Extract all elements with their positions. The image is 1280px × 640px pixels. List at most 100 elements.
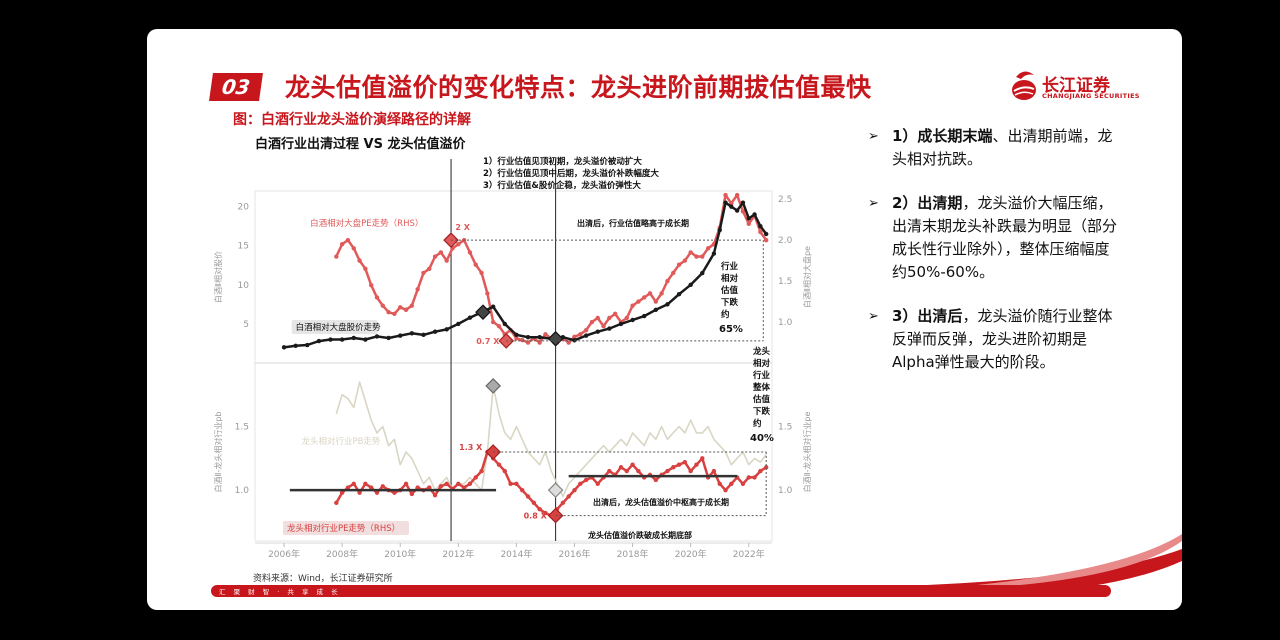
- top-price-series-point: [432, 329, 438, 334]
- x-tick-label: 2018年: [617, 548, 649, 560]
- top-pe-series-point: [374, 295, 380, 300]
- y-axis-label: 白酒Ⅱ相对股价: [213, 251, 223, 303]
- annotation-industry-drop: 相对: [721, 273, 739, 284]
- annotation-leader-drop-pct: 40%: [750, 433, 774, 444]
- top-pe-series-point: [485, 291, 490, 296]
- price-trough-marker: [547, 330, 564, 347]
- bottom-pe-series-point: [717, 481, 722, 486]
- top-price-series-point: [665, 302, 670, 307]
- pb-peak-marker: [485, 378, 502, 394]
- bottom-pe-series-point: [618, 465, 624, 470]
- top-pe-series-point: [496, 323, 502, 329]
- x-tick-label: 2006年: [268, 548, 300, 560]
- top-pe-series-point: [415, 287, 420, 292]
- peak-label-top: 2 X: [455, 223, 470, 232]
- top-price-series-point: [351, 335, 356, 341]
- x-tick-label: 2012年: [442, 548, 474, 560]
- top-price-series-point: [328, 337, 333, 342]
- logo-name-cn: 长江证券: [1042, 76, 1110, 96]
- bottom-pe-series-point: [473, 475, 478, 480]
- top-price-series-point: [537, 335, 542, 340]
- bottom-pe-series-point: [729, 481, 734, 486]
- x-tick-label: 2016年: [559, 548, 591, 560]
- bottom-pe-series-point: [752, 475, 757, 480]
- top-price-series-point: [653, 307, 659, 313]
- y-tick-label: 1.0: [235, 486, 250, 496]
- annotation-leader-drop: 相对: [753, 358, 771, 369]
- bottom-pe-series-point: [758, 468, 763, 474]
- top-price-series-point: [514, 332, 519, 338]
- x-tick-label: 2008年: [326, 548, 358, 560]
- top-pe-series-point: [456, 242, 461, 247]
- company-logo: 长江证券 CHANGJIANG SECURITIES: [1010, 69, 1139, 103]
- annotation-leader-drop: 估值: [752, 394, 771, 405]
- annotation-top-after: 出清后，行业估值略高于成长期: [577, 218, 689, 228]
- top-pe-series-point: [490, 319, 496, 325]
- top-pe-series-point: [386, 310, 391, 315]
- bottom-pe-series-point: [746, 475, 751, 480]
- top-pe-series-point: [653, 299, 659, 304]
- bullet-list: ➢ 1）成长期末端、出清期前端，龙头相对抗跌。 ➢ 2）出清期，龙头溢价大幅压缩…: [865, 125, 1120, 395]
- top-price-series-point: [409, 331, 415, 336]
- chart-title: 白酒行业出清过程 VS 龙头估值溢价: [255, 137, 466, 152]
- y-axis-label: 白酒Ⅱ相对大盘pe: [802, 246, 812, 308]
- bottom-pe-series-point: [357, 490, 362, 495]
- top-price-series-point: [740, 200, 746, 205]
- top-pe-series-point: [758, 229, 763, 235]
- bottom-pe-series-point: [374, 490, 380, 495]
- annotation-leader-drop: 下跌: [753, 406, 771, 417]
- bullet-text: ，龙头溢价随行业整体反弹而反弹，龙头进阶初期是Alpha弹性最大的阶段。: [892, 307, 1113, 371]
- y-tick-label: 2.5: [778, 195, 792, 205]
- bottom-pe-series-point: [380, 484, 385, 489]
- top-pe-series-point: [659, 291, 664, 296]
- top-pe-series-point: [700, 254, 705, 259]
- top-price-series-point: [316, 338, 322, 344]
- bottom-pe-series-point: [671, 465, 676, 470]
- legend-bottom-pb: 龙头相对行业PB走势: [301, 436, 380, 447]
- bottom-pe-series-point: [543, 510, 548, 516]
- legend-top-price: 白酒相对大盘股价走势: [296, 322, 382, 333]
- top-price-series-point: [467, 315, 473, 320]
- bottom-pe-series-point: [583, 477, 589, 483]
- top-pe-series-point: [694, 254, 699, 259]
- logo-name-en: CHANGJIANG SECURITIES: [1042, 92, 1140, 100]
- bottom-pe-series-point: [572, 487, 577, 493]
- annotation-bottom-after: 出清后，龙头估值溢价中枢高于成长期: [593, 497, 729, 507]
- phase-note: 2）行业估值见顶中后期，龙头溢价补跌幅度大: [483, 168, 659, 179]
- top-pe-series-point: [357, 258, 362, 263]
- top-pe-series-point: [734, 192, 740, 198]
- top-pe-series-point: [438, 250, 444, 255]
- top-price-series-point: [456, 321, 461, 327]
- top-pe-series-point: [763, 237, 769, 243]
- annotation-leader-drop: 整体: [753, 382, 771, 393]
- top-pe-series-point: [589, 319, 595, 325]
- footer-bar: [211, 585, 1111, 597]
- bullet-heading: 3）出清后: [892, 307, 963, 325]
- top-price-series-point: [711, 251, 717, 256]
- top-price-series-point: [642, 313, 647, 319]
- top-pe-series-point: [746, 221, 751, 226]
- logo-mark-icon: [1012, 71, 1036, 100]
- legend-top-price-bg: [291, 320, 378, 334]
- bullet-arrow-icon: ➢: [868, 129, 879, 144]
- y-tick-label: 2.0: [778, 236, 793, 246]
- bullet-heading: 1）成长期末端: [892, 127, 993, 145]
- top-pe-series-point: [642, 295, 647, 300]
- top-price-series-point: [502, 321, 507, 327]
- annotation-leader-drop: 行业: [752, 370, 771, 381]
- y-tick-label: 5: [243, 320, 249, 330]
- price-marker-top: [475, 304, 491, 321]
- bottom-pe-series-point: [763, 465, 769, 470]
- bottom-pe-series-point: [392, 490, 397, 495]
- top-pe-series-point: [380, 303, 385, 308]
- top-pe-series-point: [665, 278, 670, 284]
- figure-caption: 图：白酒行业龙头溢价演绎路径的详解: [233, 112, 471, 128]
- annotation-leader-drop: 龙头: [752, 346, 771, 357]
- annotation-industry-drop: 约: [721, 309, 730, 320]
- top-pe-series-point: [345, 237, 351, 243]
- top-price-series-point: [525, 335, 531, 340]
- annotation-industry-drop: 行业: [720, 261, 739, 272]
- top-pe-series-point: [583, 328, 589, 333]
- bottom-pe-series-point: [688, 468, 693, 474]
- bottom-pe-series-point: [560, 500, 566, 506]
